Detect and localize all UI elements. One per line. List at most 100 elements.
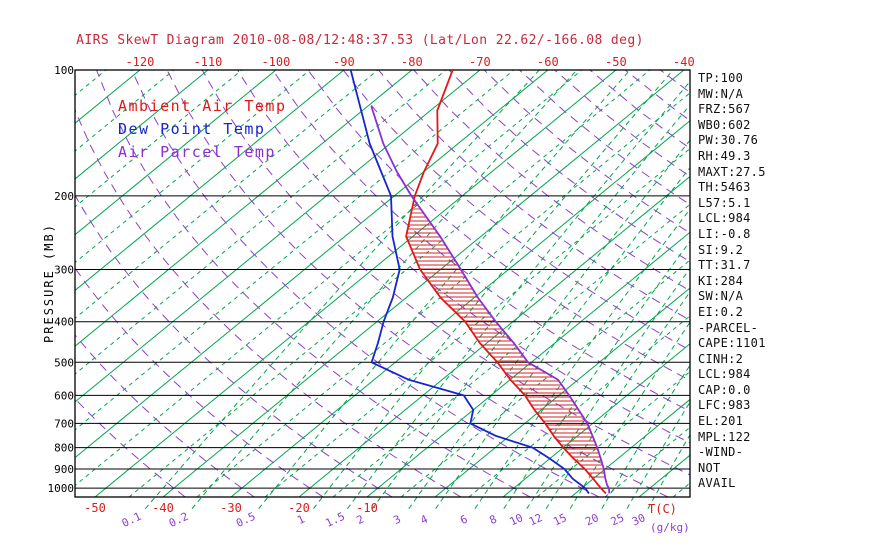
legend-item-air-parcel-temp: Air Parcel Temp [118,143,276,161]
dry-adiabat-line [166,70,669,497]
pressure-tick-label: 700 [54,417,74,430]
isotherm-dashed-line [196,92,690,497]
stat-line: EL:201 [698,414,744,429]
isotherm-dashed-lines [0,70,690,497]
isotherm-dashed-line [468,315,690,497]
stat-line: FRZ:567 [698,102,751,117]
mixing-ratio-tick-label: 30 [630,511,648,528]
pressure-axis-label: PRESSURE (MB) [42,223,56,343]
mixing-ratio-tick-label: 4 [418,512,430,527]
mixing-ratio-tick-label: 2 [355,513,366,528]
stat-line: CAPE:1101 [698,336,766,351]
mixing-ratio-unit-label: (g/kg) [650,521,690,534]
isotherm-line [75,70,345,292]
dry-adiabat-line [448,70,690,263]
mixing-ratio-line [545,290,690,509]
isotherm-dashed-line [400,259,690,497]
top-temp-tick-label: -120 [125,55,154,69]
stat-line: AVAIL [698,476,736,491]
mixing-ratio-line [313,70,674,509]
mixing-ratio-tick-label: 0.1 [120,510,144,530]
dry-adiabat-line [75,194,393,497]
top-temp-tick-label: -90 [333,55,355,69]
top-temp-tick-label: -60 [537,55,559,69]
stat-line: CINH:2 [698,351,744,366]
pressure-tick-label: 1000 [48,482,75,495]
isotherm-dashed-line [75,70,583,487]
isotherm-line [230,120,690,497]
stat-line: MAXT:27.5 [698,164,766,179]
dry-adiabat-line [237,70,690,444]
pressure-tick-label: 600 [54,389,74,402]
isotherm-line [75,70,481,403]
top-temp-tick-label: -50 [605,55,627,69]
isotherm-dashed-line [536,370,690,497]
stat-line: WB0:602 [698,117,751,132]
pressure-tick-label: 400 [54,316,74,329]
dry-adiabat-line [75,267,324,497]
mixing-ratio-tick-label: 15 [551,511,569,528]
mixing-ratio-tick-label: 3 [391,513,402,528]
dry-adiabat-line [201,70,690,476]
isotherm-line [366,231,690,497]
stat-line: TT:31.7 [698,258,751,273]
dry-adiabat-line [131,70,600,497]
stat-line: CAP:0.0 [698,382,751,397]
isotherm-line [570,398,690,497]
isotherm-dashed-line [75,70,311,264]
isotherm-line [75,70,549,459]
stat-line: TP:100 [698,71,744,85]
isotherm-line [75,70,277,236]
mixing-ratio-tick-label: 1 [295,513,306,528]
isotherm-line [502,343,690,497]
mixing-ratio-tick-label: 8 [487,513,498,528]
top-temp-tick-label: -100 [261,55,290,69]
bottom-temp-tick-label: -40 [152,501,174,515]
stat-line: -WIND- [698,445,744,460]
legend-item-dew-point-temp: Dew Point Temp [118,120,266,138]
cape-hatch [406,200,606,478]
stat-line: LCL:984 [698,367,751,382]
pressure-tick-label: 800 [54,442,74,455]
pressure-tick-label: 500 [54,356,74,369]
bottom-temp-tick-label: -30 [220,501,242,515]
dry-adiabat-line [342,70,690,351]
mixing-ratio-tick-label: 12 [527,511,545,528]
stat-line: MW:N/A [698,86,744,101]
stat-line: -PARCEL- [698,320,759,335]
mixing-ratio-line [626,401,690,509]
mixing-ratio-line [408,139,690,509]
dry-adiabat-line [96,70,531,497]
isotherm-line [94,70,617,497]
isotherm-dashed-line [75,70,447,375]
bottom-temp-tick-label: -20 [288,501,310,515]
isotherm-line [162,70,685,497]
stat-line: KI:284 [698,273,744,288]
bottom-temp-tick-label: -10 [356,501,378,515]
isotherm-line [434,287,690,497]
dry-adiabat-line [75,334,255,497]
pressure-tick-label: 100 [54,64,74,77]
pressure-tick-label: 200 [54,190,74,203]
dry-adiabat-line [75,108,462,497]
isotherm-dashed-line [75,70,175,152]
isotherm-dashed-line [332,203,690,497]
isotherm-line [0,70,4,497]
mixing-ratio-line [371,104,690,509]
plot-border [74,69,691,498]
isotherm-dashed-line [75,70,379,319]
isotherm-dashed-line [264,147,690,497]
isotherm-dashed-line [128,70,651,497]
isotherm-line [0,70,72,497]
dry-adiabat-line [272,70,690,412]
stat-line: NOT [698,460,721,475]
legend: Ambient Air Temp Dew Point Temp Air Parcel… [118,95,287,164]
dry-adiabat-line [75,397,186,497]
pressure-tick-label: 300 [54,264,74,277]
stats-panel: TP:100 MW:N/A FRZ:567 WB0:602 PW:30.76 RH:49.… [698,71,868,492]
mixing-ratio-line [601,364,690,509]
mixing-ratio-line [647,433,690,509]
mixing-ratio-tick-label: 6 [458,513,469,528]
isotherm-dashed-line [0,70,38,497]
